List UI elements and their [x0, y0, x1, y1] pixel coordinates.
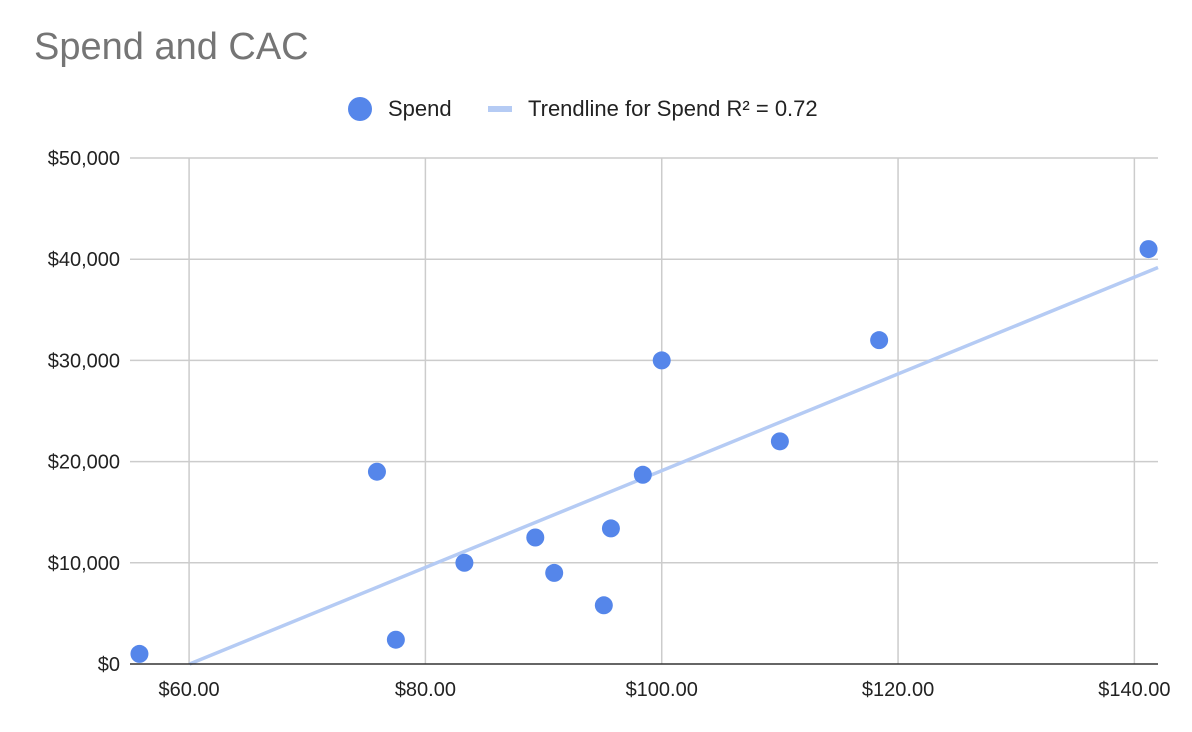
y-tick-label: $40,000 — [48, 249, 120, 271]
legend-item-trendline[interactable]: Trendline for Spend R² = 0.72 — [488, 92, 818, 126]
data-point — [652, 351, 671, 370]
tick-labels-layer: $0 $10,000 $20,000 $30,000 $40,000 $50,000 $60… — [48, 148, 1171, 701]
data-points-layer — [130, 240, 1158, 663]
data-point — [130, 644, 149, 663]
x-tick-label: $100.00 — [626, 679, 698, 701]
y-tick-label: $10,000 — [48, 553, 120, 575]
x-tick-label: $80.00 — [395, 679, 456, 701]
trendline-layer — [188, 265, 1159, 666]
y-tick-label: $50,000 — [48, 148, 120, 170]
data-point — [594, 596, 613, 615]
chart-title: Spend and CAC — [34, 26, 309, 68]
data-point — [545, 563, 564, 582]
legend-item-spend[interactable]: Spend — [348, 92, 452, 126]
data-point — [526, 528, 545, 547]
trendline — [188, 265, 1159, 666]
legend-label-trendline: Trendline for Spend R² = 0.72 — [528, 96, 818, 121]
gridlines — [130, 157, 1158, 664]
data-point — [601, 519, 620, 538]
y-tick-label: $30,000 — [48, 350, 120, 372]
data-point — [367, 462, 386, 481]
x-tick-label: $60.00 — [158, 679, 219, 701]
legend-marker-dot — [348, 97, 372, 121]
data-point — [455, 553, 474, 572]
x-tick-label: $120.00 — [862, 679, 934, 701]
data-point — [633, 465, 652, 484]
y-tick-label: $20,000 — [48, 452, 120, 474]
data-point — [1139, 240, 1158, 259]
legend-label-spend: Spend — [388, 96, 452, 121]
data-point — [770, 432, 789, 451]
y-tick-label: $0 — [98, 654, 120, 676]
x-tick-label: $140.00 — [1098, 679, 1170, 701]
data-point — [386, 630, 405, 649]
chart-legend: Spend Trendline for Spend R² = 0.72 — [0, 92, 1192, 126]
data-point — [870, 331, 889, 350]
legend-marker-line — [488, 106, 512, 112]
